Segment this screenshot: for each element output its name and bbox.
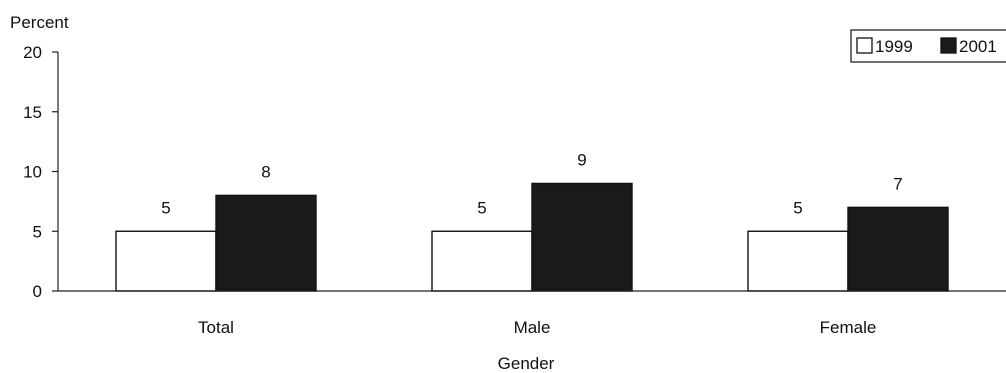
x-axis: Total Male Female xyxy=(58,290,1006,337)
x-tick-label-total: Total xyxy=(198,318,234,337)
x-tick-label-male: Male xyxy=(514,318,551,337)
x-tick-label-female: Female xyxy=(820,318,877,337)
y-tick-label: 10 xyxy=(23,163,42,182)
data-label: 5 xyxy=(161,198,170,217)
data-label: 5 xyxy=(793,198,802,217)
legend: 1999 2001 xyxy=(850,29,1006,63)
y-axis: 0 5 10 15 20 xyxy=(23,43,59,301)
y-tick-label: 0 xyxy=(33,282,42,301)
bar-2001-total xyxy=(215,194,317,292)
bar-2001-male xyxy=(531,182,633,292)
legend-label-2001: 2001 xyxy=(959,37,997,56)
y-axis-title: Percent xyxy=(10,13,69,32)
bar-1999-female xyxy=(747,230,849,292)
legend-box xyxy=(850,29,1006,63)
legend-swatch-2001 xyxy=(940,37,957,54)
data-labels: 5 8 5 9 5 7 xyxy=(161,150,902,217)
y-tick-label: 20 xyxy=(23,43,42,62)
y-tick-label: 5 xyxy=(33,222,42,241)
data-label: 9 xyxy=(577,150,586,169)
bars xyxy=(115,182,949,292)
bar-1999-male xyxy=(431,230,533,292)
legend-swatch-1999 xyxy=(856,37,873,54)
bar-2001-female xyxy=(847,206,949,292)
bar-1999-total xyxy=(115,230,217,292)
y-tick-label: 15 xyxy=(23,103,42,122)
data-label: 7 xyxy=(893,174,902,193)
data-label: 5 xyxy=(477,198,486,217)
legend-label-1999: 1999 xyxy=(875,37,913,56)
data-label: 8 xyxy=(261,162,270,181)
x-axis-title: Gender xyxy=(498,354,555,373)
